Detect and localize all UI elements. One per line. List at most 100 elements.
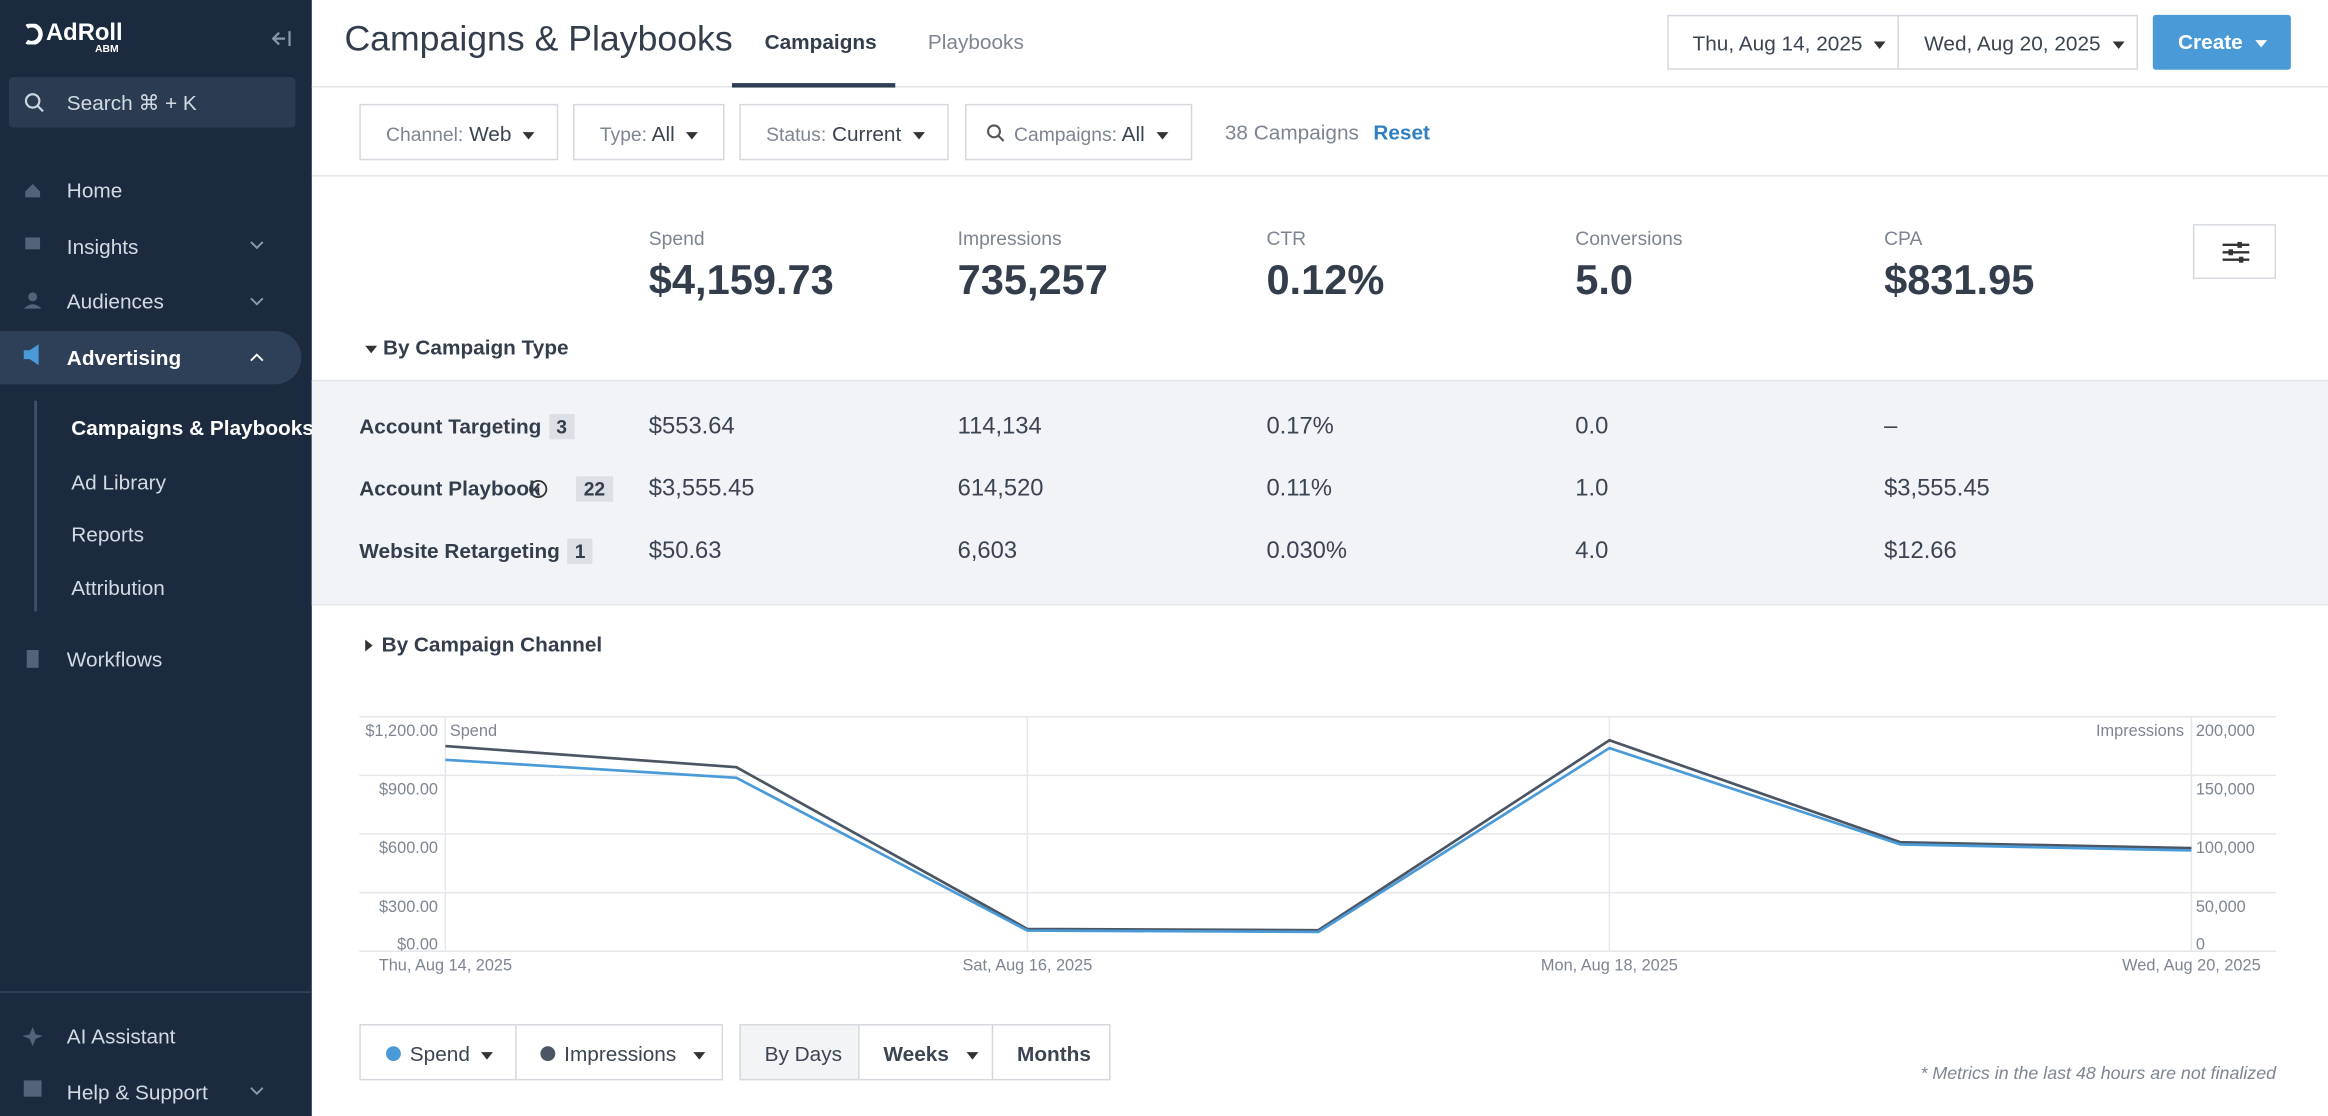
footnote: * Metrics in the last 48 hours are not f… bbox=[1920, 1062, 2277, 1084]
table-cell: $3,555.45 bbox=[1884, 476, 1990, 502]
y2-tick-label: 0 bbox=[2196, 936, 2205, 954]
create-button[interactable]: Create bbox=[2152, 14, 2291, 70]
caret bbox=[966, 1051, 979, 1060]
info-icon[interactable] bbox=[529, 479, 548, 499]
table-cell: 4.0 bbox=[1575, 538, 1609, 564]
row-name: Website Retargeting 1 bbox=[359, 538, 593, 564]
series-line bbox=[445, 746, 2192, 934]
count-badge: 22 bbox=[576, 476, 613, 502]
nav-item[interactable]: AI Assistant bbox=[66, 1023, 176, 1048]
period-button[interactable]: By Days bbox=[739, 1023, 860, 1081]
group-title: By Campaign Type bbox=[383, 335, 569, 360]
period-label: Months bbox=[1017, 1041, 1091, 1066]
series-toggle[interactable]: Spend bbox=[359, 1023, 517, 1081]
date-start[interactable]: Thu, Aug 14, 2025 bbox=[1667, 14, 1899, 70]
y2-tick-label: 50,000 bbox=[2196, 898, 2246, 916]
caret bbox=[694, 1051, 706, 1060]
table-cell: 114,134 bbox=[957, 414, 1042, 440]
filter-key: Channel: bbox=[386, 123, 464, 146]
caret bbox=[523, 131, 536, 140]
series-toggle[interactable]: Impressions bbox=[515, 1023, 724, 1081]
group-toggle[interactable]: By Campaign Type bbox=[365, 335, 569, 360]
y-tick-label: $300.00 bbox=[379, 898, 438, 916]
table-cell: 1.0 bbox=[1575, 476, 1609, 502]
caret bbox=[913, 131, 926, 140]
search-placeholder: Search ⌘ + K bbox=[66, 90, 197, 115]
legend-dot bbox=[386, 1046, 401, 1062]
x-tick-label: Wed, Aug 20, 2025 bbox=[2122, 956, 2260, 974]
type-table bbox=[311, 379, 2328, 606]
metric-value: 0.12% bbox=[1266, 256, 1385, 303]
nav-item[interactable]: Insights bbox=[66, 234, 139, 259]
y-axis-label: Spend bbox=[450, 722, 497, 740]
row-name: Account Targeting 3 bbox=[359, 414, 575, 440]
subnav-item[interactable]: Attribution bbox=[71, 575, 165, 600]
period-button[interactable]: Weeks bbox=[858, 1023, 994, 1081]
subnav-item[interactable]: Reports bbox=[71, 522, 145, 547]
reset-link[interactable]: Reset bbox=[1373, 120, 1430, 144]
nav-item[interactable]: Advertising bbox=[66, 345, 182, 370]
row-name: Account Playbook 22 bbox=[359, 476, 613, 502]
metric-label: CPA bbox=[1884, 227, 1923, 250]
caret bbox=[1874, 41, 1887, 49]
x-tick-label: Sat, Aug 16, 2025 bbox=[963, 956, 1093, 974]
series-line bbox=[445, 738, 2192, 932]
count-badge: 3 bbox=[548, 414, 575, 440]
filter-value: All bbox=[1121, 121, 1145, 146]
nav-item[interactable]: Workflows bbox=[66, 647, 163, 671]
nav-item[interactable]: Help & Support bbox=[66, 1080, 208, 1105]
row-label: Account Targeting bbox=[359, 414, 542, 438]
settings-button[interactable] bbox=[2192, 224, 2277, 279]
legend-dot bbox=[540, 1046, 556, 1062]
row-label: Website Retargeting bbox=[359, 538, 560, 563]
caret bbox=[686, 131, 699, 140]
subnav-item[interactable]: Campaigns & Playbooks bbox=[71, 415, 314, 440]
filter-value: Current bbox=[831, 121, 902, 146]
filter[interactable]: Status: Current bbox=[739, 103, 949, 161]
filter[interactable]: Channel: Web bbox=[359, 103, 559, 161]
filter[interactable]: Campaigns: All bbox=[965, 103, 1193, 161]
search-icon bbox=[987, 124, 1005, 142]
nav-chevrons bbox=[250, 241, 264, 362]
group-toggle[interactable]: By Campaign Channel bbox=[365, 632, 602, 656]
tab[interactable]: Campaigns bbox=[764, 29, 877, 54]
subnav-item[interactable]: Ad Library bbox=[71, 470, 167, 495]
y2-tick-label: 150,000 bbox=[2196, 781, 2255, 799]
legend-label: Spend bbox=[409, 1041, 470, 1066]
legend-label: Impressions bbox=[564, 1041, 677, 1066]
collapse-icon[interactable] bbox=[270, 28, 294, 49]
caret bbox=[2112, 41, 2125, 49]
table-cell: 0.17% bbox=[1266, 414, 1334, 440]
filter[interactable]: Type: All bbox=[573, 103, 725, 161]
filter-key: Type: bbox=[599, 123, 648, 146]
date-end[interactable]: Wed, Aug 20, 2025 bbox=[1897, 14, 2138, 70]
date-text: Thu, Aug 14, 2025 bbox=[1692, 31, 1863, 55]
logo: AdRoll bbox=[46, 20, 123, 47]
divider bbox=[0, 991, 312, 993]
filter-key: Campaigns: bbox=[1014, 123, 1118, 146]
active-nav-bg bbox=[0, 330, 302, 385]
table-cell: 0.11% bbox=[1266, 476, 1333, 502]
y-tick-label: $1,200.00 bbox=[365, 722, 438, 740]
x-tick-label: Mon, Aug 18, 2025 bbox=[1541, 956, 1678, 974]
search-box[interactable]: Search ⌘ + K bbox=[8, 77, 296, 128]
nav-item[interactable]: Audiences bbox=[66, 289, 164, 314]
count-badge: 1 bbox=[567, 538, 593, 564]
metric-label: CTR bbox=[1266, 227, 1307, 250]
group-title: By Campaign Channel bbox=[381, 632, 603, 656]
period-label: By Days bbox=[764, 1041, 843, 1066]
table-cell: $553.64 bbox=[648, 414, 735, 440]
page-title: Campaigns & Playbooks bbox=[344, 19, 733, 60]
x-tick-label: Thu, Aug 14, 2025 bbox=[379, 956, 512, 974]
metric-value: $4,159.73 bbox=[648, 256, 834, 303]
metric-value: 5.0 bbox=[1575, 256, 1634, 303]
filter-value: All bbox=[651, 121, 675, 146]
period-button[interactable]: Months bbox=[991, 1023, 1111, 1081]
y2-axis-label: Impressions bbox=[2096, 722, 2184, 740]
nav-item[interactable]: Home bbox=[66, 178, 123, 202]
row-label: Account Playbook bbox=[359, 476, 541, 501]
sidebar: AdRoll ABM Search ⌘ + K Home Insights Au… bbox=[0, 0, 314, 1116]
tab[interactable]: Playbooks bbox=[927, 29, 1024, 54]
create-text: Create bbox=[2178, 29, 2243, 54]
